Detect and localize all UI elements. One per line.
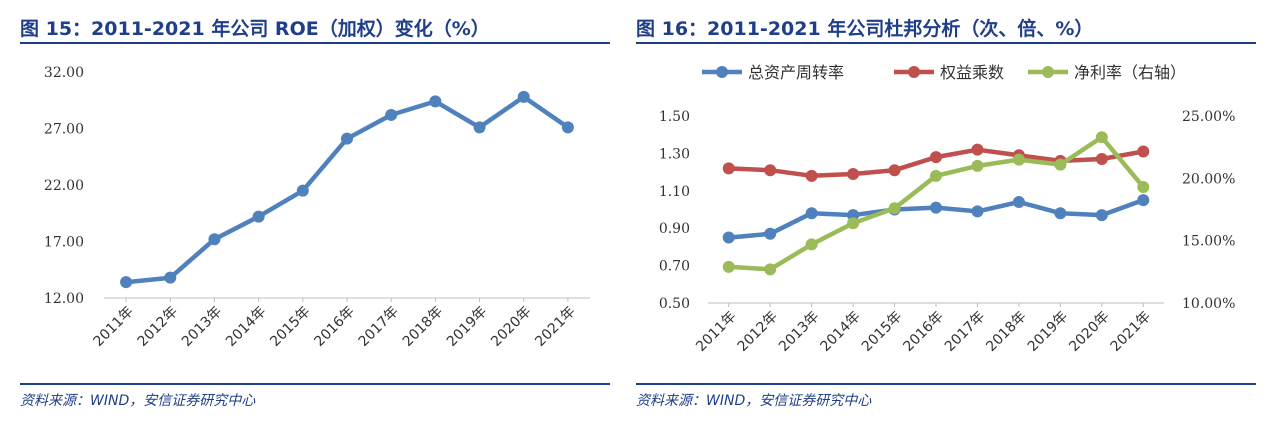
dupont-line-chart: 0.50 0.70 0.90 1.10 1.30 1.50 10.00% 15.00% 20.0… [659,63,1236,355]
source-divider [20,383,610,385]
data-point-0 [296,184,309,197]
data-point-2 [930,169,942,182]
data-point-0 [429,95,442,108]
data-point-2 [805,238,818,251]
x-tick-label: 2012年 [735,309,781,355]
x-tick-label: 2014年 [223,304,269,350]
chart-title: 图 15：2011-2021 年公司 ROE（加权）变化（%） [20,18,490,40]
data-point-0 [1012,196,1025,209]
y-right-tick-label: 20.00% [1182,171,1235,187]
data-point-1 [764,164,777,177]
data-point-0 [208,233,221,246]
y-tick-label: 12.00 [44,291,84,307]
data-point-2 [764,263,777,276]
data-point-0 [385,108,398,121]
chart-title: 图 16：2011-2021 年公司杜邦分析（次、倍、%） [636,18,1094,40]
x-tick-label: 2013年 [776,309,822,355]
y-tick-label: 27.00 [44,122,84,138]
y-tick-label: 22.00 [44,178,84,194]
x-tick-label: 2016年 [311,304,357,350]
data-point-0 [722,231,735,244]
title-divider [636,42,1256,44]
x-tick-label: 2021年 [1108,309,1154,355]
legend-marker-0 [716,66,728,78]
data-point-2 [1054,158,1067,171]
x-tick-label: 2017年 [356,304,402,350]
data-point-1 [888,164,901,177]
x-tick-label: 2020年 [488,304,534,350]
title-divider [20,42,610,44]
data-point-0 [473,121,486,134]
data-point-1 [1095,153,1108,166]
data-point-0 [561,121,574,134]
y-left-tick-label: 1.10 [659,184,690,200]
data-point-1 [1137,145,1150,158]
y-left-tick-label: 1.50 [659,109,690,125]
data-point-2 [888,202,901,215]
data-point-0 [1054,207,1067,220]
data-point-2 [971,159,984,172]
dupont-panel: 图 16：2011-2021 年公司杜邦分析（次、倍、%） 0.50 0.70 0.… [636,0,1256,426]
data-point-2 [1137,181,1150,194]
x-tick-label: 2018年 [983,309,1029,355]
x-tick-label: 2021年 [532,304,578,350]
x-tick-label: 2013年 [179,304,225,350]
data-point-2 [1012,153,1025,166]
x-tick-label: 2012年 [135,304,181,350]
y-left-tick-label: 0.50 [659,296,690,312]
data-point-1 [971,143,984,156]
y-right-tick-label: 25.00% [1182,109,1235,125]
legend-label: 净利率（右轴） [1074,63,1186,82]
data-point-0 [1137,194,1150,207]
legend-marker-2 [1042,66,1054,78]
data-point-2 [722,260,735,273]
data-point-0 [805,207,818,220]
y-tick-label: 32.00 [44,65,84,81]
legend-label: 权益乘数 [940,63,1004,82]
data-point-0 [971,205,984,218]
data-point-0 [341,132,353,145]
source-note: 资料来源：WIND，安信证券研究中心 [636,393,872,409]
y-tick-label: 17.00 [44,235,84,251]
x-tick-label: 2011年 [693,309,739,355]
roe-line-chart: 12.00 17.00 22.00 27.00 32.00 2011年2012年2013年… [44,65,590,350]
data-point-2 [1095,131,1108,144]
data-point-1 [722,162,735,175]
x-tick-label: 2015年 [267,304,313,350]
x-tick-label: 2019年 [1025,309,1071,355]
data-point-2 [847,217,860,230]
y-left-tick-label: 0.90 [659,221,690,237]
y-right-tick-label: 10.00% [1182,296,1235,312]
y-right-tick-label: 15.00% [1182,234,1235,250]
data-point-1 [805,169,818,182]
roe-panel: 图 15：2011-2021 年公司 ROE（加权）变化（%） 12.00 17.… [20,0,610,426]
x-tick-label: 2016年 [900,309,946,355]
data-point-0 [1095,209,1108,222]
source-note: 资料来源：WIND，安信证券研究中心 [20,393,256,409]
data-point-0 [764,227,777,240]
legend-marker-1 [908,66,920,78]
y-left-tick-label: 0.70 [659,259,690,275]
x-tick-label: 2020年 [1066,309,1112,355]
source-divider [636,383,1256,385]
data-point-0 [252,210,265,223]
x-tick-label: 2017年 [942,309,988,355]
x-tick-label: 2011年 [91,304,137,350]
data-point-1 [930,151,942,164]
x-tick-label: 2018年 [400,304,446,350]
data-point-0 [164,271,177,284]
data-point-1 [847,167,860,180]
series-line-0 [125,94,570,285]
data-point-0 [517,90,530,103]
x-tick-label: 2015年 [859,309,905,355]
y-left-tick-label: 1.30 [659,146,690,162]
data-point-0 [930,201,942,214]
data-point-0 [120,276,133,289]
x-tick-label: 2019年 [444,304,490,350]
legend-label: 总资产周转率 [748,63,844,82]
x-tick-label: 2014年 [818,309,864,355]
